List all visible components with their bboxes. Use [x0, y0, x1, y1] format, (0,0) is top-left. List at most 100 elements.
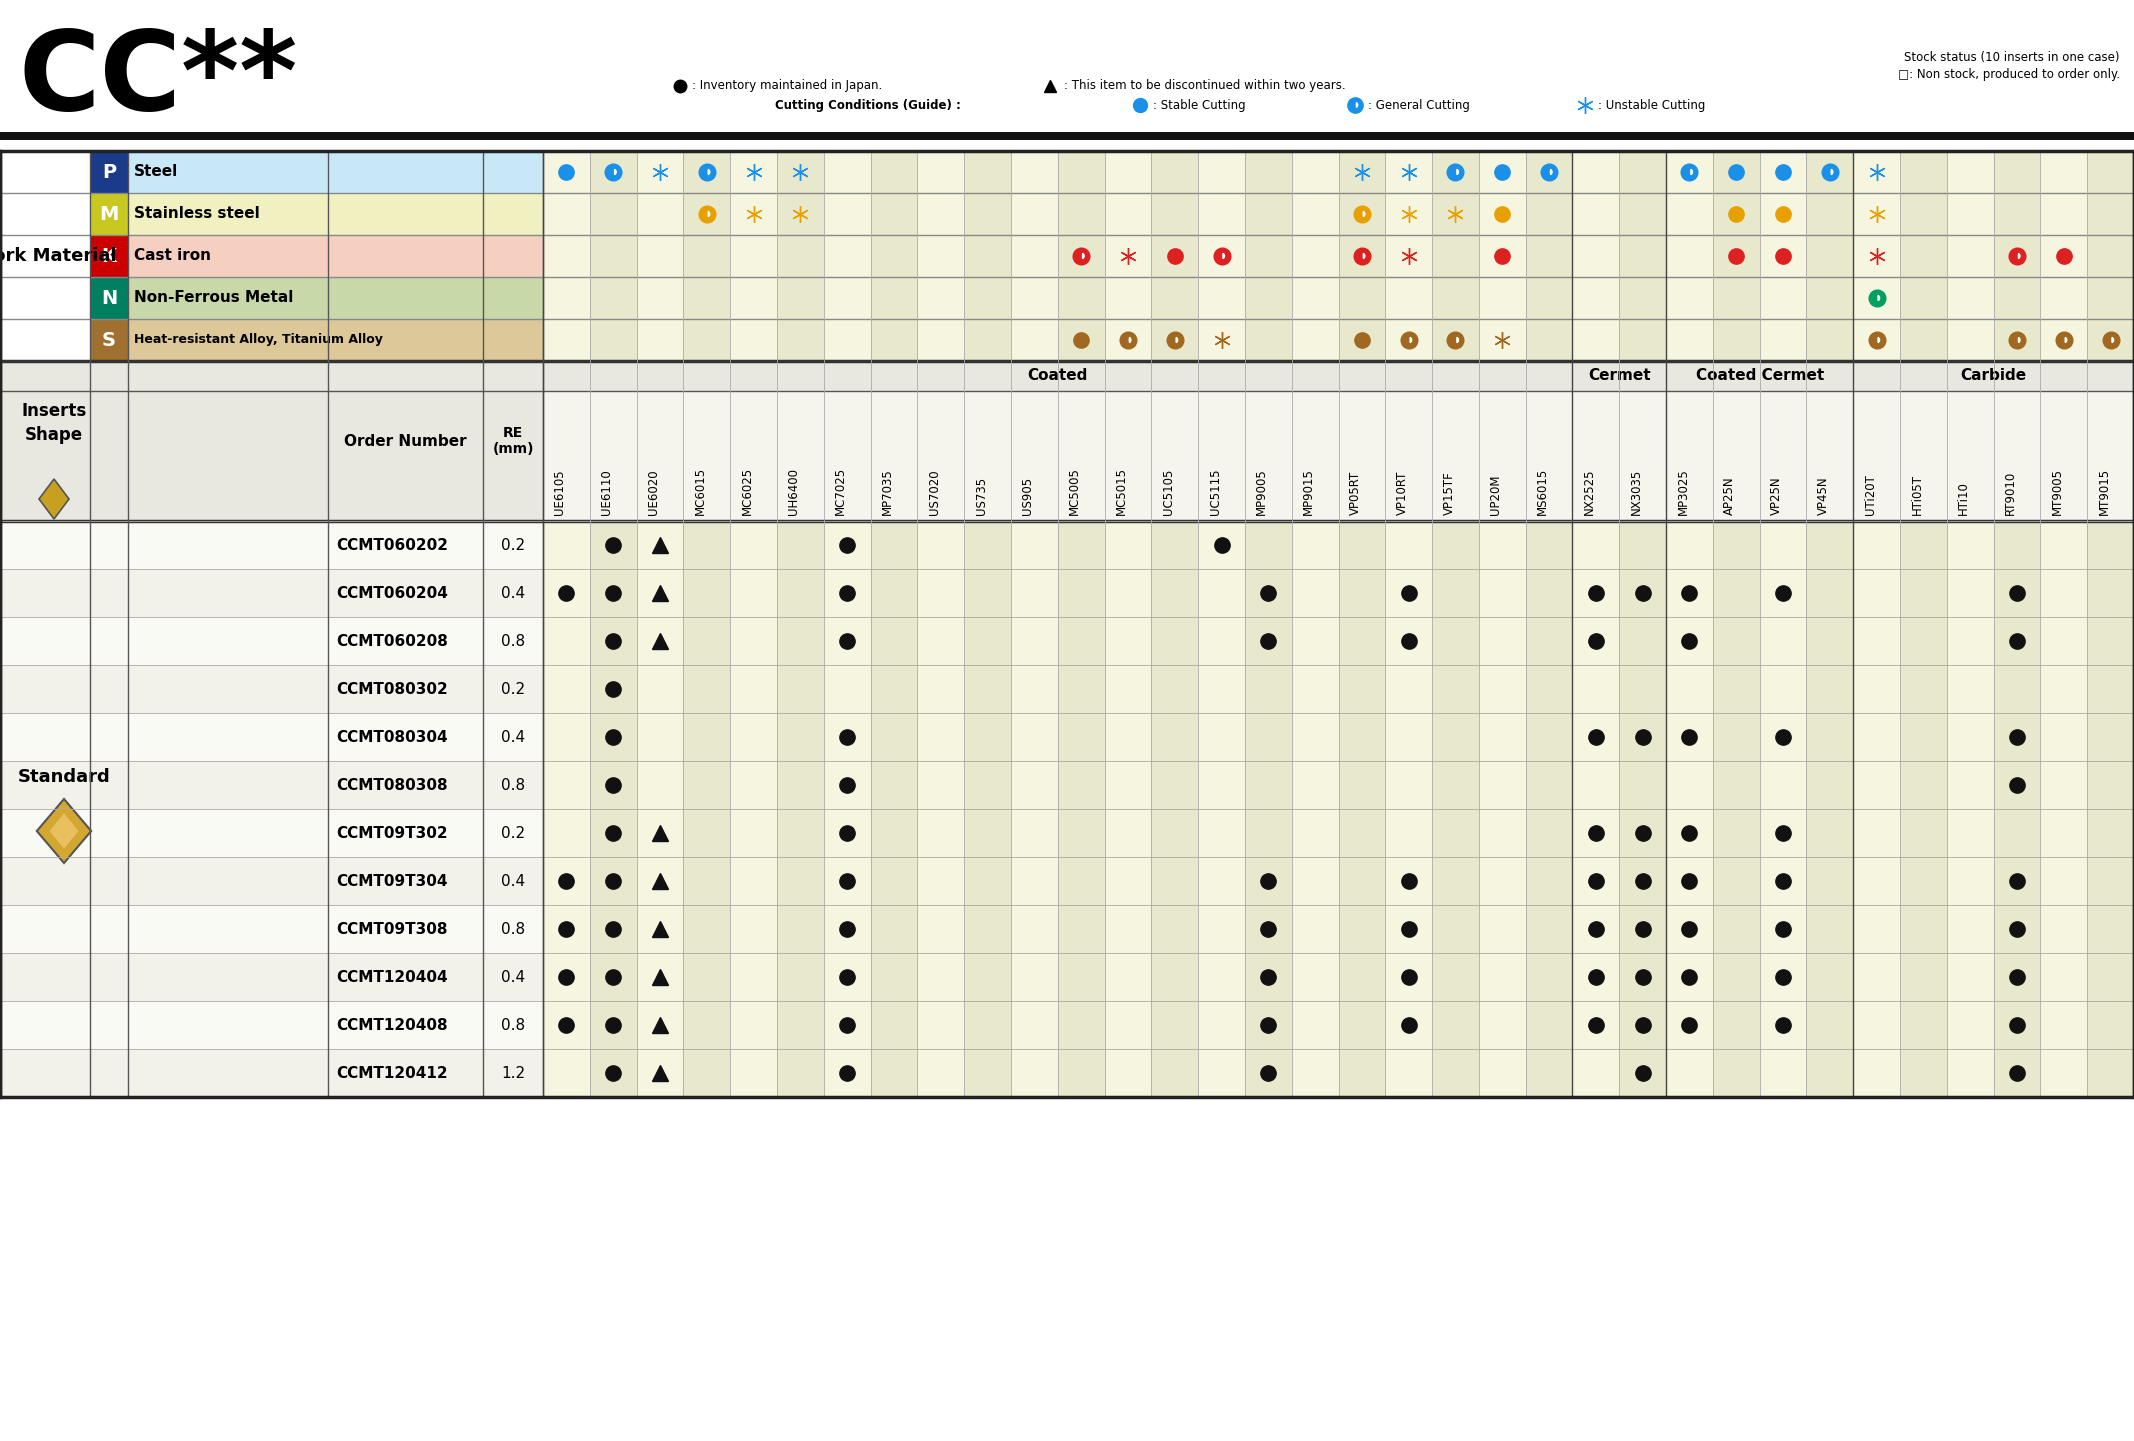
Text: MT9005: MT9005 — [2051, 468, 2064, 514]
Bar — [589, 151, 636, 1097]
Bar — [1058, 151, 1105, 193]
Bar — [0, 133, 2134, 140]
Text: K: K — [102, 246, 117, 265]
Bar — [683, 193, 730, 235]
Bar — [1432, 193, 1479, 235]
Bar — [1338, 318, 1385, 362]
Bar — [1761, 235, 1807, 277]
Bar — [1432, 151, 1479, 1097]
Bar — [1012, 193, 1058, 235]
Polygon shape — [1455, 337, 1458, 343]
Text: VP10RT: VP10RT — [1396, 471, 1408, 514]
Polygon shape — [612, 170, 617, 174]
Bar — [1105, 151, 1152, 193]
Bar — [1338, 151, 1385, 1097]
Bar — [683, 318, 730, 362]
Bar — [1152, 277, 1197, 318]
Bar — [1620, 193, 1667, 235]
Text: Work Material: Work Material — [0, 246, 115, 265]
Text: MP7035: MP7035 — [881, 468, 894, 514]
Text: UTi20T: UTi20T — [1863, 474, 1876, 514]
Text: Cast iron: Cast iron — [134, 248, 211, 264]
Bar — [1993, 193, 2040, 235]
Bar — [636, 318, 683, 362]
Text: CCMT09T308: CCMT09T308 — [335, 921, 448, 937]
Polygon shape — [1455, 170, 1458, 174]
Bar — [1667, 318, 1714, 362]
Bar — [90, 277, 2134, 318]
Bar — [1620, 277, 1667, 318]
Polygon shape — [1078, 254, 1082, 259]
Bar — [90, 235, 2134, 277]
Bar — [1058, 318, 1105, 362]
Bar — [1197, 151, 1244, 1097]
Bar — [589, 318, 636, 362]
Bar — [1573, 318, 1620, 362]
Bar — [589, 235, 636, 277]
Bar — [1620, 151, 1667, 193]
Bar — [542, 391, 2134, 522]
Bar — [542, 151, 589, 193]
Bar — [2087, 193, 2134, 235]
Bar — [0, 151, 2134, 1097]
Text: CCMT060202: CCMT060202 — [335, 537, 448, 552]
Bar — [128, 235, 329, 277]
Bar — [1152, 151, 1197, 193]
Text: UE6105: UE6105 — [553, 470, 566, 514]
Text: 0.2: 0.2 — [501, 682, 525, 696]
Text: US7020: US7020 — [928, 470, 941, 514]
Bar — [0, 391, 542, 522]
Text: UP20M: UP20M — [1490, 474, 1502, 514]
Polygon shape — [1686, 169, 1690, 174]
Polygon shape — [2017, 254, 2021, 258]
Bar — [1714, 235, 1761, 277]
Bar — [0, 362, 542, 391]
Bar — [1105, 235, 1152, 277]
Bar — [589, 193, 636, 235]
Bar — [1620, 318, 1667, 362]
Bar — [1479, 151, 1526, 193]
Polygon shape — [1359, 254, 1361, 259]
Bar — [1152, 151, 1197, 1097]
Bar — [542, 235, 589, 277]
Bar — [777, 235, 824, 277]
Bar — [1852, 151, 1899, 193]
Bar — [1807, 277, 1852, 318]
Bar — [1573, 235, 1620, 277]
Bar — [1667, 277, 1714, 318]
Polygon shape — [1453, 169, 1455, 174]
Bar — [1946, 151, 1993, 1097]
Text: Order Number: Order Number — [344, 434, 467, 448]
Bar — [1152, 318, 1197, 362]
Bar — [1807, 151, 1852, 193]
Bar — [128, 277, 329, 318]
Bar — [824, 151, 871, 193]
Text: NX3035: NX3035 — [1630, 468, 1643, 514]
Bar — [90, 193, 128, 235]
Bar — [0, 761, 542, 808]
Polygon shape — [1829, 170, 1833, 174]
Bar — [965, 318, 1012, 362]
Bar — [1526, 277, 1573, 318]
Bar — [1338, 193, 1385, 235]
Text: NX2525: NX2525 — [1583, 468, 1596, 514]
Bar — [1479, 193, 1526, 235]
Polygon shape — [2111, 337, 2113, 343]
Text: AP25N: AP25N — [1724, 477, 1737, 514]
Bar — [1432, 235, 1479, 277]
Text: P: P — [102, 163, 115, 182]
Bar — [1993, 235, 2040, 277]
Text: UE6020: UE6020 — [647, 470, 659, 514]
Bar — [1197, 151, 1244, 193]
Bar — [542, 193, 589, 235]
Text: Coated Cermet: Coated Cermet — [1697, 369, 1825, 383]
Bar — [1338, 151, 1385, 193]
Bar — [2087, 277, 2134, 318]
Bar — [128, 318, 329, 362]
Bar — [1526, 151, 1573, 193]
Bar — [1714, 277, 1761, 318]
Bar — [730, 151, 777, 193]
Bar — [2087, 151, 2134, 193]
Bar — [683, 151, 730, 1097]
Polygon shape — [1125, 337, 1129, 343]
